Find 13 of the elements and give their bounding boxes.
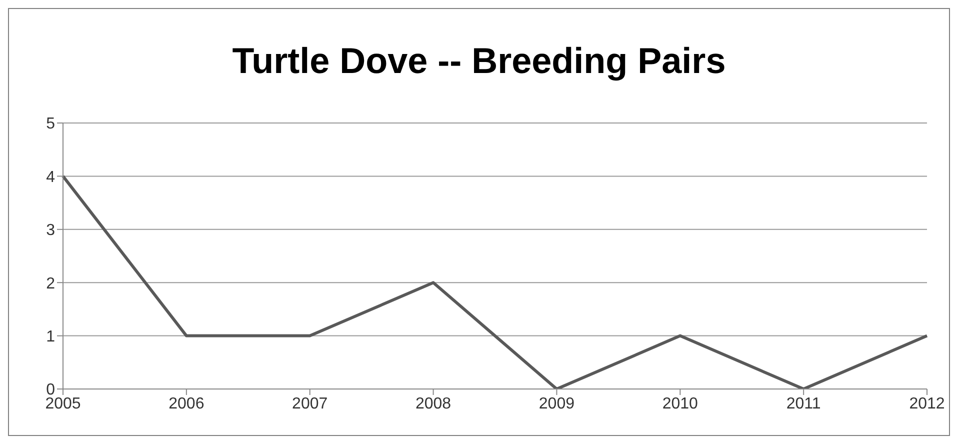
y-tick-label: 3 [46, 222, 56, 240]
y-tick-label: 1 [46, 328, 56, 346]
x-tick-label: 2009 [538, 395, 575, 412]
x-tick-label: 2012 [909, 395, 945, 412]
x-tick-label: 2011 [786, 395, 821, 412]
x-tick-label: 2007 [292, 395, 328, 412]
y-tick-label: 2 [46, 275, 56, 292]
y-tick-label: 4 [46, 168, 56, 186]
x-tick-label: 2008 [415, 395, 452, 412]
x-tick-label: 2010 [662, 395, 698, 412]
chart-title: Turtle Dove -- Breeding Pairs [231, 39, 727, 83]
y-tick-label: 5 [46, 116, 56, 133]
x-tick-label: 2006 [168, 395, 204, 412]
